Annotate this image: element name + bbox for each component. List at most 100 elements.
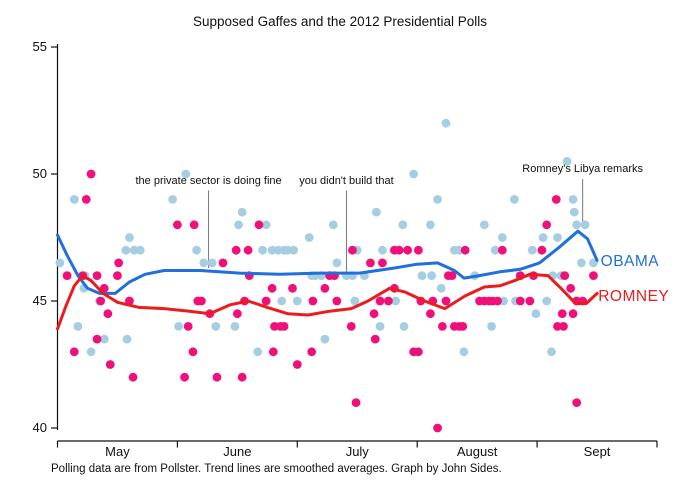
romney-point bbox=[218, 258, 228, 268]
romney-point bbox=[196, 296, 206, 306]
romney-point bbox=[69, 347, 79, 357]
obama-point bbox=[350, 296, 360, 306]
romney-point bbox=[551, 195, 561, 204]
obama-point bbox=[375, 322, 385, 331]
obama-point bbox=[399, 322, 409, 331]
obama-point bbox=[237, 207, 247, 217]
romney-point bbox=[292, 360, 302, 369]
obama-point bbox=[168, 195, 178, 204]
obama-point bbox=[289, 245, 299, 255]
romney-point bbox=[243, 245, 253, 255]
obama-point bbox=[409, 169, 419, 179]
romney-point bbox=[113, 271, 122, 280]
obama-trend-line bbox=[56, 229, 599, 295]
obama-point bbox=[55, 258, 65, 268]
obama-point bbox=[320, 334, 330, 344]
romney-point bbox=[557, 309, 567, 319]
obama-point bbox=[328, 220, 338, 230]
obama-point bbox=[497, 233, 507, 242]
obama-point bbox=[568, 195, 578, 204]
romney-point bbox=[320, 283, 330, 293]
y-tick-label: 50 bbox=[32, 166, 47, 181]
obama-point bbox=[378, 245, 387, 255]
obama-series-label: OBAMA bbox=[600, 252, 660, 270]
obama-point bbox=[261, 220, 271, 230]
romney-point bbox=[183, 322, 193, 331]
romney-point bbox=[351, 398, 361, 407]
romney-trend-line bbox=[56, 272, 599, 331]
obama-point bbox=[569, 207, 579, 217]
romney-point bbox=[497, 245, 507, 255]
y-tick-label: 45 bbox=[32, 293, 47, 308]
y-tick-label: 40 bbox=[32, 420, 47, 435]
obama-point bbox=[553, 233, 562, 242]
obama-point bbox=[122, 334, 132, 344]
obama-point bbox=[459, 347, 469, 357]
obama-point bbox=[391, 296, 401, 306]
romney-point bbox=[433, 423, 442, 433]
romney-point bbox=[288, 283, 297, 293]
x-tick-label-may: May bbox=[105, 444, 130, 459]
romney-point bbox=[307, 347, 317, 357]
x-tick-label-june: June bbox=[223, 444, 252, 459]
obama-point bbox=[230, 322, 240, 331]
obama-point bbox=[192, 245, 201, 255]
obama-point bbox=[527, 245, 537, 255]
romney-point bbox=[189, 220, 199, 230]
romney-point bbox=[375, 296, 385, 306]
obama-point bbox=[304, 233, 314, 242]
romney-point bbox=[493, 296, 502, 306]
romney-point bbox=[346, 322, 356, 331]
romney-point bbox=[566, 283, 576, 293]
x-tick-label-sept: Sept bbox=[583, 444, 611, 459]
romney-point bbox=[378, 258, 387, 268]
obama-point bbox=[174, 322, 183, 331]
romney-point bbox=[180, 372, 189, 382]
obama-point bbox=[490, 245, 500, 255]
romney-point bbox=[212, 372, 222, 382]
obama-point bbox=[258, 245, 267, 255]
obama-point bbox=[479, 220, 489, 230]
annotation-label-2: Romney's Libya remarks bbox=[522, 163, 643, 176]
obama-point bbox=[427, 271, 436, 280]
romney-point bbox=[105, 360, 115, 369]
obama-point bbox=[417, 271, 427, 280]
obama-point bbox=[181, 169, 191, 179]
obama-point bbox=[125, 233, 134, 242]
romney-point bbox=[231, 245, 241, 255]
obama-point bbox=[211, 322, 221, 331]
x-tick-label-july: July bbox=[345, 444, 369, 459]
obama-point bbox=[398, 220, 408, 230]
obama-point bbox=[86, 347, 96, 357]
obama-point bbox=[580, 220, 590, 230]
annotation-label-1: you didn't build that bbox=[299, 174, 394, 187]
romney-point bbox=[447, 271, 457, 280]
romney-point bbox=[279, 322, 289, 331]
obama-point bbox=[372, 207, 381, 217]
obama-point bbox=[332, 258, 342, 268]
romney-point bbox=[267, 283, 277, 293]
romney-point bbox=[568, 309, 578, 319]
romney-point bbox=[103, 309, 113, 319]
obama-point bbox=[441, 118, 451, 128]
romney-point bbox=[460, 245, 470, 255]
romney-point bbox=[237, 372, 247, 382]
romney-point bbox=[348, 245, 357, 255]
romney-point bbox=[525, 296, 535, 306]
romney-point bbox=[96, 296, 106, 306]
romney-point bbox=[413, 245, 423, 255]
romney-point bbox=[188, 347, 198, 357]
obama-point bbox=[531, 309, 541, 319]
romney-point bbox=[537, 245, 547, 255]
chart-title: Supposed Gaffes and the 2012 Presidentia… bbox=[193, 14, 487, 29]
romney-point bbox=[92, 271, 102, 280]
romney-point bbox=[369, 309, 379, 319]
obama-point bbox=[542, 296, 552, 306]
romney-point bbox=[268, 347, 278, 357]
romney-point bbox=[62, 271, 72, 280]
romney-point bbox=[572, 398, 582, 407]
romney-point bbox=[458, 322, 468, 331]
romney-point bbox=[86, 169, 96, 179]
obama-point bbox=[277, 296, 287, 306]
